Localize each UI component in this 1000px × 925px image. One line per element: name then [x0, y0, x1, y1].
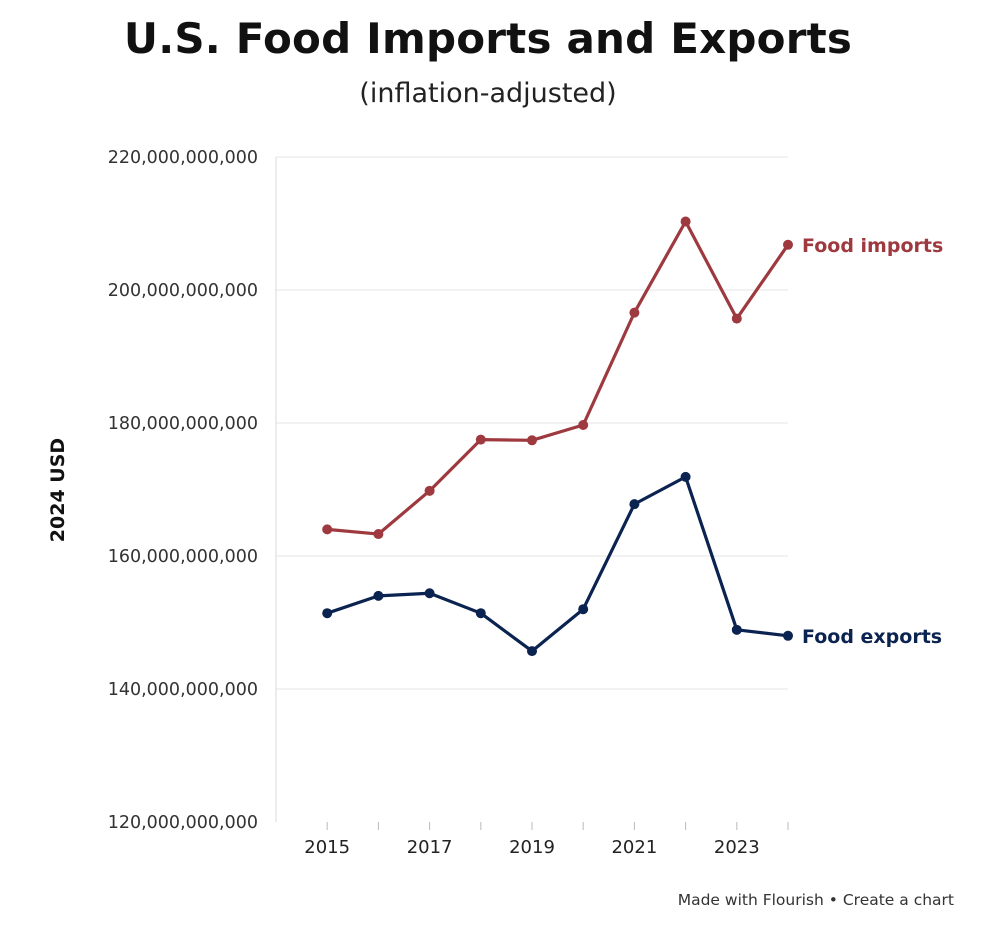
footer-separator: • [828, 891, 838, 909]
food-imports-point [629, 307, 640, 318]
y-axis-label: 2024 USD [47, 438, 69, 542]
footer-credit: Made with Flourish • Create a chart [678, 891, 954, 909]
create-chart-link[interactable]: Create a chart [842, 891, 954, 909]
food-imports-point [475, 434, 486, 445]
x-tick-label: 2017 [407, 837, 453, 858]
food-imports-point [527, 435, 537, 446]
y-tick-label: 220,000,000,000 [108, 148, 258, 168]
food-exports-label: Food exports [802, 626, 942, 648]
food-imports-point [578, 419, 589, 430]
food-exports-point [475, 608, 486, 619]
y-tick-label: 180,000,000,000 [108, 414, 258, 434]
made-with-flourish-link[interactable]: Made with Flourish [677, 891, 824, 909]
food-exports-point [680, 471, 691, 482]
chart-subtitle: (inflation-adjusted) [359, 78, 617, 109]
food-exports-point [424, 588, 435, 599]
food-imports-point [731, 313, 742, 324]
x-tick-label: 2015 [304, 837, 350, 858]
y-tick-label: 140,000,000,000 [108, 680, 258, 700]
food-imports-point [424, 485, 435, 496]
food-exports-point [578, 604, 589, 615]
food-imports-point [783, 239, 793, 250]
food-imports-line [325, 219, 790, 536]
food-exports-line [325, 475, 790, 653]
food-imports-point [373, 529, 384, 540]
food-exports-point [629, 499, 640, 510]
food-imports-point [322, 524, 333, 535]
food-exports-point [527, 646, 537, 657]
x-tick-label: 2023 [714, 837, 760, 858]
food-exports-point [373, 590, 384, 601]
food-imports-label: Food imports [802, 235, 943, 257]
y-tick-label: 120,000,000,000 [108, 813, 258, 833]
food-exports-point [322, 608, 333, 619]
x-tick-label: 2021 [611, 837, 657, 858]
chart-title: U.S. Food Imports and Exports [123, 14, 853, 63]
food-exports-point [783, 630, 793, 641]
food-exports-point [731, 624, 742, 635]
y-tick-label: 200,000,000,000 [108, 281, 258, 301]
y-tick-label: 160,000,000,000 [108, 547, 258, 567]
food-imports-point [680, 216, 691, 227]
x-tick-label: 2019 [509, 837, 555, 858]
